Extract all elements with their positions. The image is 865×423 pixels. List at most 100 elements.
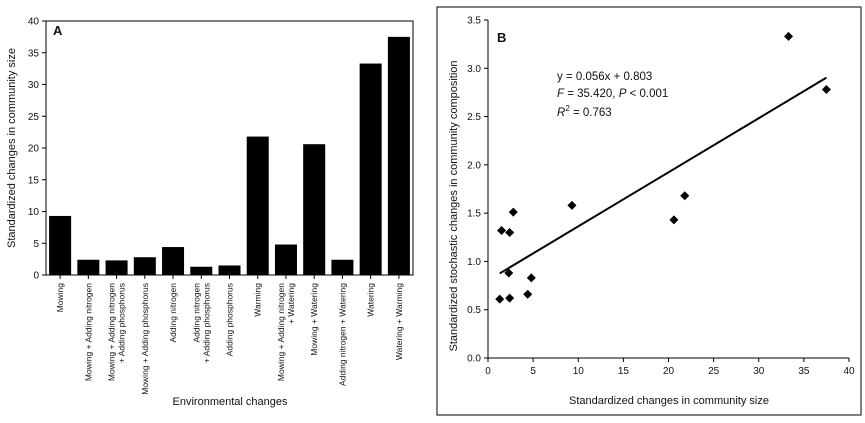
panel-a-label: A bbox=[53, 23, 63, 38]
panel-b-points bbox=[495, 31, 831, 304]
bar bbox=[331, 259, 354, 275]
bar bbox=[303, 144, 326, 275]
data-point bbox=[505, 293, 515, 303]
data-point bbox=[497, 226, 507, 236]
panel-a-x-axis-title: Environmental changes bbox=[173, 396, 288, 408]
category-label-line: + Watering bbox=[286, 283, 296, 324]
panel-a-y-tick-label: 30 bbox=[28, 80, 40, 91]
panel-a-bars bbox=[49, 36, 410, 275]
panel-a-category-label: Adding nitrogen + Watering bbox=[337, 283, 347, 386]
panel-b-y-tick-label: 2.0 bbox=[467, 160, 481, 171]
category-label-line: Adding nitrogen + Watering bbox=[337, 283, 347, 386]
panel-a-y-tick-label: 35 bbox=[28, 48, 40, 59]
panel-a-category-label: Adding nitrogen+ Adding phosphorus bbox=[191, 283, 211, 363]
panel-a-category-label: Watering + Warming bbox=[394, 283, 404, 360]
fit-line bbox=[499, 76, 827, 275]
panel-a-y-axis-title: Standardized changes in community size bbox=[6, 48, 18, 248]
data-point bbox=[526, 273, 536, 283]
panel-b-y-tick-label: 2.5 bbox=[467, 112, 481, 123]
panel-b-x-axis-title: Standardized changes in community size bbox=[569, 395, 769, 407]
panel-a-y-tick-label: 5 bbox=[33, 239, 39, 250]
category-label-line: + Adding phosphorus bbox=[201, 283, 211, 363]
panel-a-category-label: Mowing + Adding nitrogen+ Watering bbox=[276, 283, 296, 381]
category-label-line: Mowing + Adding phosphorus bbox=[140, 283, 150, 395]
panel-a-category-label: Mowing bbox=[55, 283, 65, 313]
panel-b-x-tick-label: 40 bbox=[843, 366, 855, 377]
panel-a-y-tick-label: 15 bbox=[28, 175, 40, 186]
category-label-line: + Adding phosphorus bbox=[117, 283, 127, 363]
data-point bbox=[784, 31, 794, 41]
category-label-line: Mowing + Watering bbox=[309, 283, 319, 356]
panel-b-y-tick-label: 3.5 bbox=[467, 16, 481, 27]
regression-equation: y = 0.056x + 0.803 bbox=[557, 71, 652, 83]
panel-b-axes: 0 5 10 15 20 25 30 35 40 0.0 0.5 1.0 1.5 2.0 2.5 3.0 3.5 bbox=[467, 16, 855, 378]
bar bbox=[49, 215, 72, 275]
f-statistic: F = 35.420, P < 0.001 bbox=[557, 88, 668, 100]
category-label-line: Mowing bbox=[55, 283, 65, 313]
data-point bbox=[523, 289, 533, 299]
data-point bbox=[505, 227, 515, 237]
panel-b-label: B bbox=[497, 30, 506, 45]
panel-a-category-label: Adding phosphorus bbox=[225, 283, 235, 356]
bar bbox=[274, 244, 297, 275]
data-point bbox=[669, 215, 679, 225]
panel-a-y-tick-label: 0 bbox=[33, 271, 39, 282]
bar bbox=[133, 257, 156, 275]
bar bbox=[359, 63, 382, 275]
bar bbox=[246, 136, 269, 275]
panel-b-x-tick-label: 0 bbox=[485, 366, 491, 377]
panel-a-y-tick-label: 40 bbox=[28, 17, 40, 28]
bar bbox=[162, 247, 185, 275]
category-label-line: Adding phosphorus bbox=[225, 283, 235, 356]
panel-b-x-tick-label: 25 bbox=[708, 366, 720, 377]
panel-b-y-tick-label: 0.0 bbox=[467, 354, 481, 365]
category-label-line: Watering bbox=[366, 283, 376, 317]
data-point bbox=[504, 268, 514, 278]
panel-b-y-tick-label: 1.0 bbox=[467, 257, 481, 268]
panel-b-x-tick-label: 30 bbox=[753, 366, 765, 377]
category-label-line: Mowing + Adding nitrogen bbox=[83, 283, 93, 381]
category-label-line: Warming bbox=[253, 283, 263, 317]
panel-a-category-label: Mowing + Adding phosphorus bbox=[140, 283, 150, 395]
panel-a-y-tick-label: 10 bbox=[28, 207, 40, 218]
panel-a-category-label: Warming bbox=[253, 283, 263, 317]
category-label-line: Adding nitrogen bbox=[168, 283, 178, 343]
category-label-line: Mowing + Adding nitrogen bbox=[107, 283, 117, 381]
panel-b-x-tick-label: 35 bbox=[798, 366, 810, 377]
panel-a-bar-chart: A 0 5 10 15 20 25 30 35 40 Mowing Mowing + Adding… bbox=[6, 17, 414, 408]
panel-b-scatter-plot: B 0 5 10 15 20 25 30 35 40 0.0 0.5 1.0 1.5 2.0 2.5 3.0 3… bbox=[436, 6, 862, 416]
panel-b-y-axis-title: Standardized stochastic changes in commu… bbox=[448, 60, 460, 351]
panel-a-category-label: Watering bbox=[366, 283, 376, 317]
panel-b-y-tick-label: 3.0 bbox=[467, 64, 481, 75]
panel-a-category-label: Mowing + Adding nitrogen+ Adding phospho… bbox=[107, 283, 127, 381]
bar bbox=[105, 260, 128, 275]
panel-b-outer-frame bbox=[436, 6, 862, 416]
data-point bbox=[821, 85, 831, 95]
panel-b-x-tick-label: 5 bbox=[530, 366, 536, 377]
data-point bbox=[495, 294, 505, 304]
panel-a-category-label: Adding nitrogen bbox=[168, 283, 178, 343]
panel-b-x-tick-label: 20 bbox=[663, 366, 675, 377]
category-label-line: Watering + Warming bbox=[394, 283, 404, 360]
panel-b-y-tick-label: 1.5 bbox=[467, 209, 481, 220]
data-point bbox=[508, 207, 518, 217]
bar bbox=[77, 259, 100, 275]
panel-a-y-tick-label: 20 bbox=[28, 144, 40, 155]
category-label-line: Adding nitrogen bbox=[191, 283, 201, 343]
panel-a-category-label: Mowing + Adding nitrogen bbox=[83, 283, 93, 381]
bar bbox=[190, 266, 213, 275]
data-point bbox=[567, 200, 577, 210]
panel-b-x-tick-label: 15 bbox=[618, 366, 630, 377]
bar bbox=[387, 36, 410, 275]
panel-a-plot-frame bbox=[45, 20, 414, 276]
panel-a-x-axis: Mowing Mowing + Adding nitrogen Mowing + A… bbox=[55, 275, 404, 395]
panel-a-category-label: Mowing + Watering bbox=[309, 283, 319, 356]
panel-b-y-tick-label: 0.5 bbox=[467, 305, 481, 316]
panel-a-y-axis: 0 5 10 15 20 25 30 35 40 bbox=[28, 17, 46, 282]
panel-a-y-tick-label: 25 bbox=[28, 112, 40, 123]
panel-b-x-tick-label: 10 bbox=[573, 366, 585, 377]
data-point bbox=[680, 191, 690, 201]
r-squared: R2 = 0.763 bbox=[557, 104, 612, 119]
bar bbox=[218, 265, 241, 275]
